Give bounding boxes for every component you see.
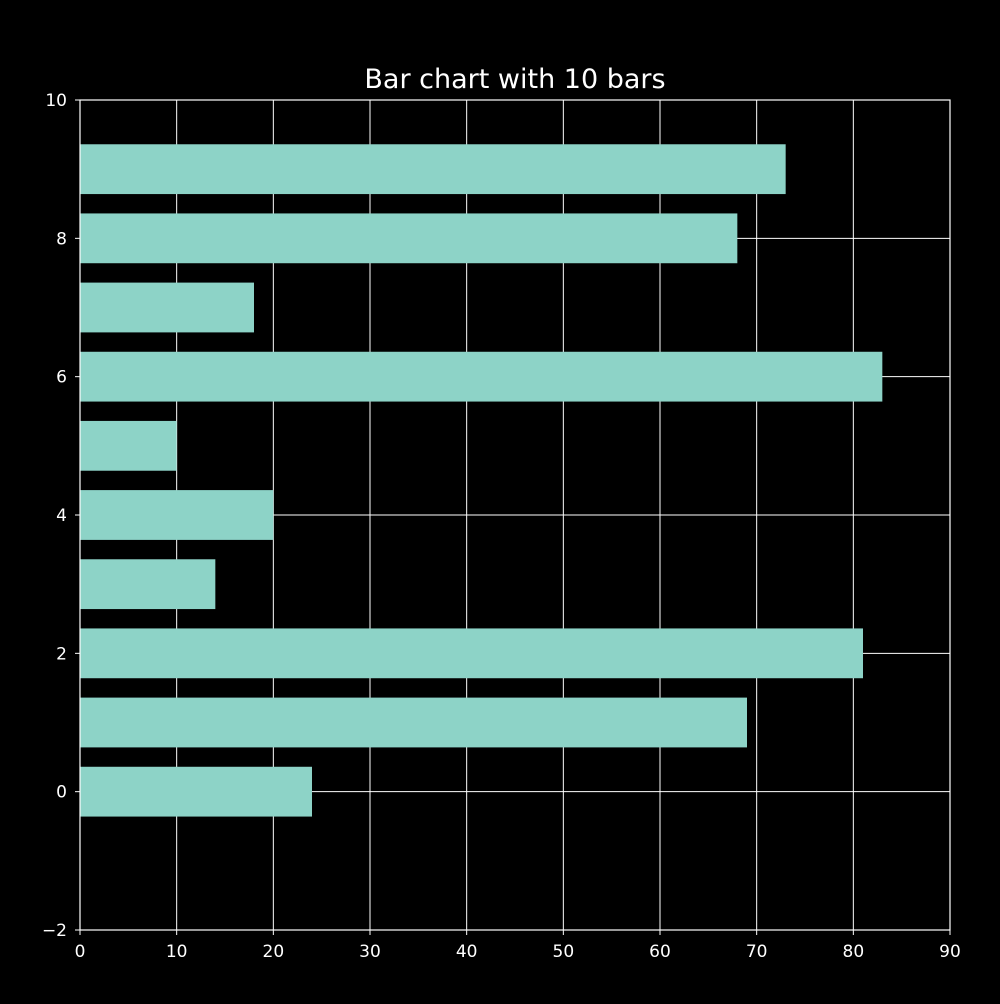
bar (80, 628, 863, 679)
bars (80, 144, 883, 817)
y-tick-label: 6 (56, 368, 67, 388)
bar (80, 559, 216, 610)
x-tick-label: 60 (649, 942, 671, 962)
y-axis-ticks: −2 0 2 4 6 8 10 (42, 91, 80, 941)
x-tick-label: 50 (553, 942, 575, 962)
x-tick-label: 40 (456, 942, 478, 962)
bar (80, 420, 177, 471)
x-tick-label: 0 (75, 942, 86, 962)
y-tick-label: 10 (45, 91, 67, 111)
y-tick-label: 2 (56, 644, 67, 664)
bar (80, 351, 883, 402)
bar (80, 144, 786, 195)
y-tick-label: 4 (56, 506, 67, 526)
x-axis-ticks: 0 10 20 30 40 50 60 70 80 90 (75, 930, 961, 962)
x-tick-label: 20 (263, 942, 285, 962)
bar (80, 213, 738, 264)
x-tick-label: 90 (939, 942, 961, 962)
chart-title: Bar chart with 10 bars (364, 64, 666, 95)
y-tick-label: 8 (56, 229, 67, 249)
bar (80, 697, 747, 748)
y-tick-label: 0 (56, 783, 67, 803)
x-tick-label: 80 (843, 942, 865, 962)
bar (80, 282, 254, 333)
x-tick-label: 30 (359, 942, 381, 962)
y-tick-label: −2 (42, 921, 67, 941)
bar (80, 766, 312, 817)
bar (80, 490, 274, 540)
x-tick-label: 70 (746, 942, 768, 962)
x-tick-label: 10 (166, 942, 188, 962)
